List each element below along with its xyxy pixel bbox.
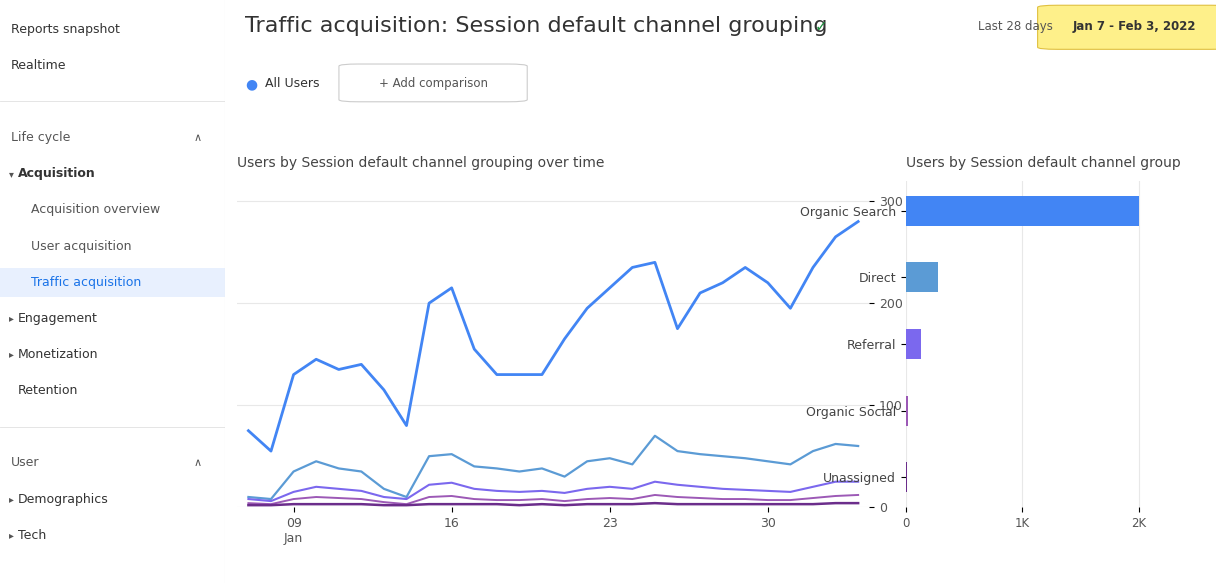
Text: ∧: ∧ [193, 458, 202, 468]
Bar [906, 396, 907, 426]
FancyBboxPatch shape [0, 268, 225, 297]
Bar [906, 195, 1138, 226]
Text: ▾: ▾ [9, 168, 13, 179]
Text: + Add comparison: + Add comparison [378, 78, 488, 90]
Text: Demographics: Demographics [18, 493, 108, 505]
Bar [906, 329, 921, 359]
Text: ∧: ∧ [193, 132, 202, 143]
Text: Engagement: Engagement [18, 312, 97, 325]
Text: Tech: Tech [18, 529, 46, 542]
Text: Acquisition: Acquisition [18, 167, 96, 180]
Text: Acquisition overview: Acquisition overview [32, 203, 161, 216]
FancyBboxPatch shape [339, 64, 528, 102]
Text: ▸: ▸ [9, 494, 13, 504]
Text: Last 28 days: Last 28 days [978, 20, 1053, 33]
Text: Jan 7 - Feb 3, 2022: Jan 7 - Feb 3, 2022 [1073, 20, 1197, 33]
Text: ▸: ▸ [9, 349, 13, 360]
Text: Users by Session default channel grouping over time: Users by Session default channel groupin… [237, 156, 604, 170]
Text: Traffic acquisition: Session default channel grouping: Traffic acquisition: Session default cha… [244, 16, 827, 36]
Text: ●: ● [244, 77, 257, 91]
Text: Retention: Retention [18, 384, 78, 397]
Text: Reports snapshot: Reports snapshot [11, 23, 120, 36]
Text: Users by Session default channel group: Users by Session default channel group [906, 156, 1181, 170]
Text: All Users: All Users [265, 78, 319, 90]
Text: Realtime: Realtime [11, 59, 67, 72]
Text: Traffic acquisition: Traffic acquisition [32, 276, 142, 289]
Text: User acquisition: User acquisition [32, 240, 133, 252]
FancyBboxPatch shape [1037, 5, 1216, 50]
Text: ✓: ✓ [815, 19, 827, 34]
Bar [906, 262, 939, 292]
Text: ▸: ▸ [9, 313, 13, 324]
Text: Life cycle: Life cycle [11, 131, 71, 144]
Text: ▸: ▸ [9, 530, 13, 540]
Text: User: User [11, 456, 40, 469]
Text: Monetization: Monetization [18, 348, 98, 361]
